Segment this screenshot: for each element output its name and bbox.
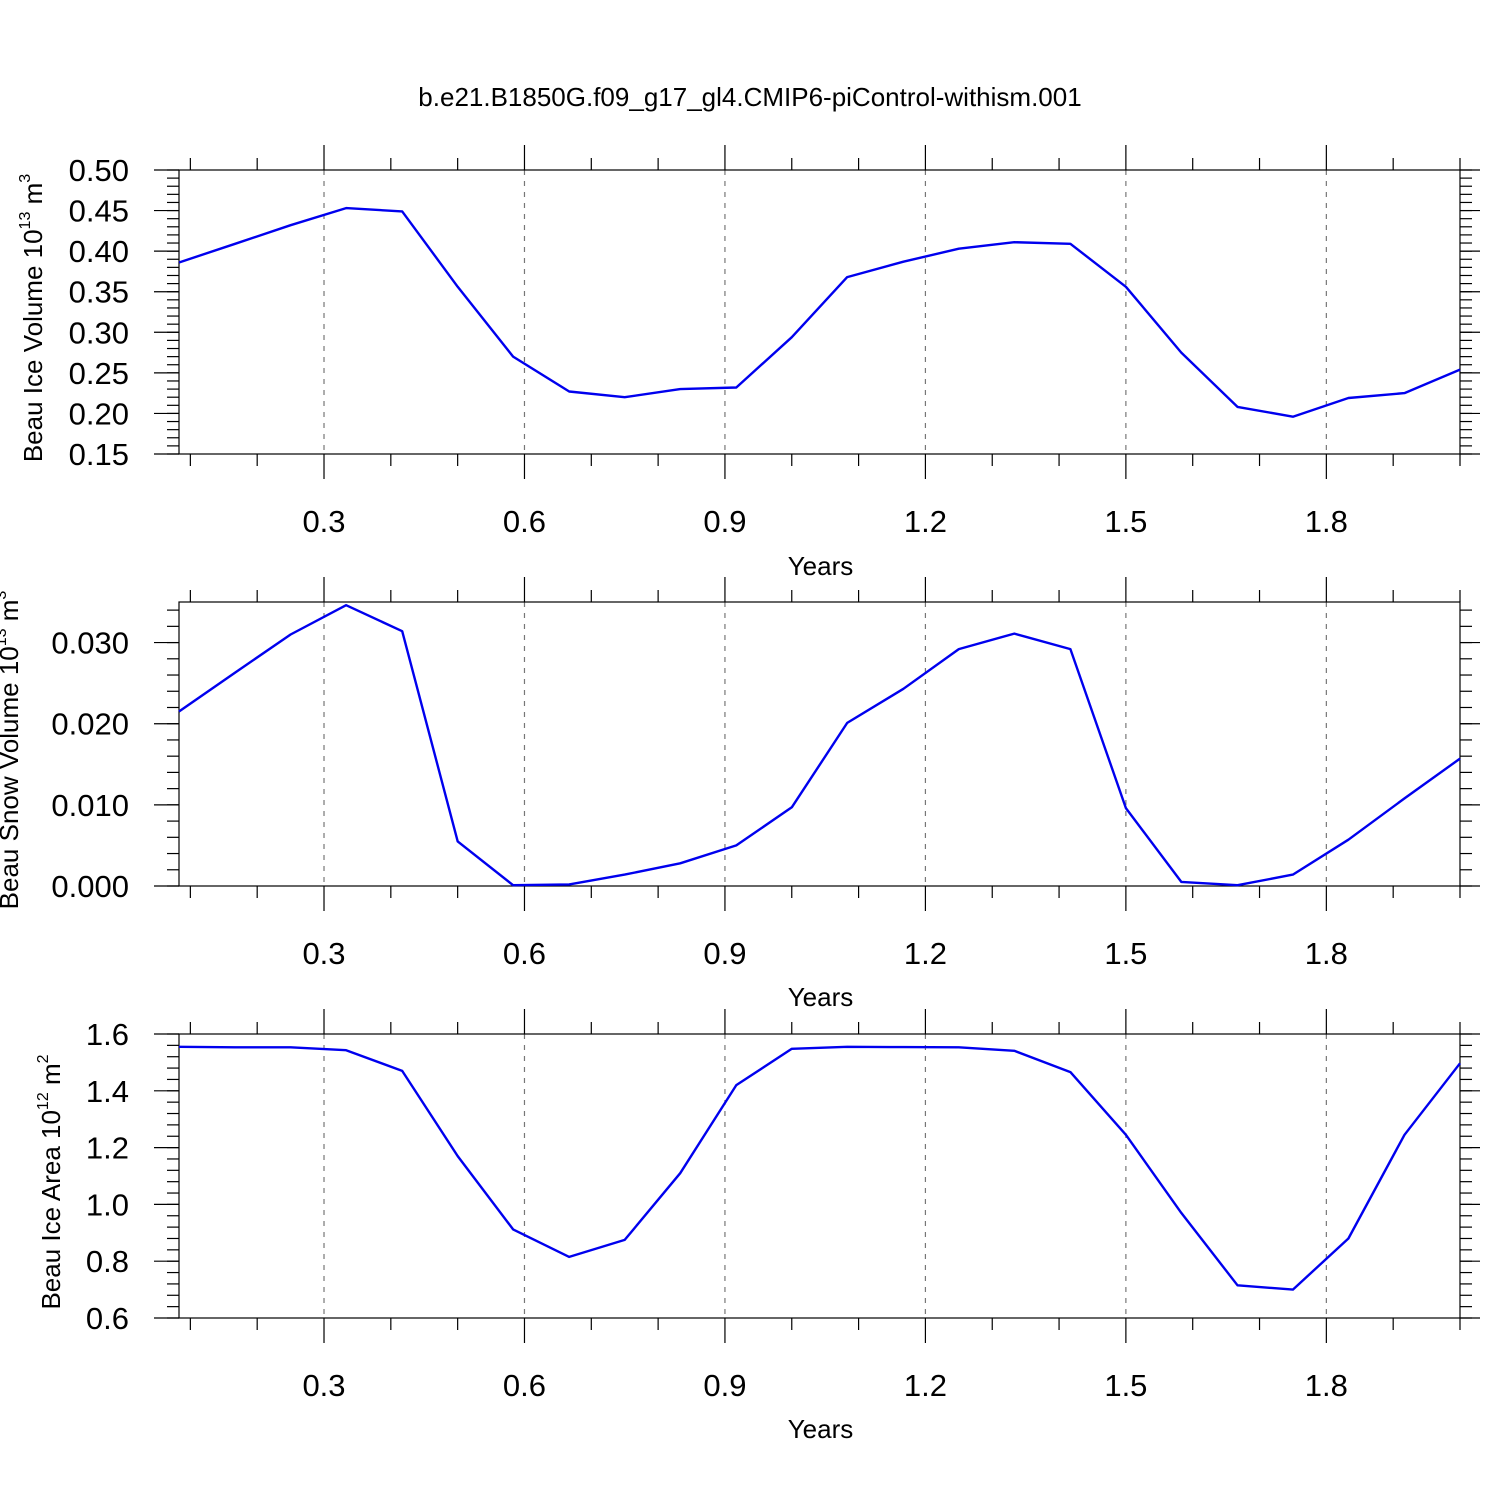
y-tick-label: 0.000 (51, 869, 129, 904)
x-tick-label: 1.2 (904, 504, 947, 539)
x-tick-label: 1.8 (1305, 504, 1348, 539)
plot-frame (178, 601, 1461, 887)
x-tick-label: 0.9 (703, 1368, 746, 1403)
y-tick-label: 0.020 (51, 707, 129, 742)
y-tick-label: 0.20 (69, 396, 129, 431)
panel-ice-area: 0.3 0.6 0.9 1.2 1.5 1.8 0.6 0.8 1.0 1.2 1.4 1.6 Year… (35, 1009, 1480, 1444)
x-axis-label: Years (788, 1414, 854, 1444)
y-tick-label: 0.010 (51, 788, 129, 823)
x-tick-label: 1.2 (904, 1368, 947, 1403)
x-tick-label: 1.5 (1104, 504, 1147, 539)
series-line (178, 604, 1461, 887)
x-tick-label: 1.5 (1104, 1368, 1147, 1403)
y-tick-label: 1.6 (86, 1017, 129, 1052)
y-tick-label: 0.6 (86, 1301, 129, 1336)
y-tick-label: 0.15 (69, 437, 129, 472)
x-tick-label: 0.3 (302, 504, 345, 539)
y-tick-label: 0.8 (86, 1244, 129, 1279)
x-tick-label: 0.3 (302, 1368, 345, 1403)
x-tick-label: 0.6 (503, 1368, 546, 1403)
panel-snow-volume: 0.3 0.6 0.9 1.2 1.5 1.8 0.000 0.010 0.020 0.030 Ye… (0, 577, 1480, 1012)
series-line (178, 206, 1461, 418)
y-axis-label: Beau Snow Volume 1013 m3 (0, 591, 24, 910)
y-tick-label: 0.45 (69, 194, 129, 229)
plot-frame (178, 169, 1461, 455)
x-tick-label: 0.9 (703, 936, 746, 971)
x-tick-label: 0.6 (503, 504, 546, 539)
y-axis-label: Beau Ice Area 1012 m2 (35, 1054, 66, 1309)
y-tick-label: 0.030 (51, 626, 129, 661)
x-axis-label: Years (788, 551, 854, 581)
x-tick-label: 0.6 (503, 936, 546, 971)
x-tick-label: 0.3 (302, 936, 345, 971)
y-tick-label: 1.0 (86, 1187, 129, 1222)
x-tick-label: 1.8 (1305, 1368, 1348, 1403)
x-tick-label: 1.5 (1104, 936, 1147, 971)
series-line (178, 1045, 1461, 1291)
y-tick-label: 0.50 (69, 153, 129, 188)
x-tick-label: 0.9 (703, 504, 746, 539)
panel-ice-volume: 0.3 0.6 0.9 1.2 1.5 1.8 0.15 0.20 0.25 0.30 0.35 0.… (17, 145, 1480, 581)
x-tick-label: 1.8 (1305, 936, 1348, 971)
x-axis-label: Years (788, 982, 854, 1012)
y-tick-label: 0.40 (69, 234, 129, 269)
plot-frame (178, 1033, 1461, 1319)
chart-title: b.e21.B1850G.f09_g17_gl4.CMIP6-piControl… (418, 82, 1081, 112)
y-tick-label: 1.2 (86, 1131, 129, 1166)
y-tick-label: 0.35 (69, 275, 129, 310)
y-axis-label: Beau Ice Volume 1013 m3 (17, 174, 48, 462)
y-tick-label: 0.30 (69, 315, 129, 350)
y-tick-label: 1.4 (86, 1074, 129, 1109)
x-tick-label: 1.2 (904, 936, 947, 971)
y-tick-label: 0.25 (69, 356, 129, 391)
